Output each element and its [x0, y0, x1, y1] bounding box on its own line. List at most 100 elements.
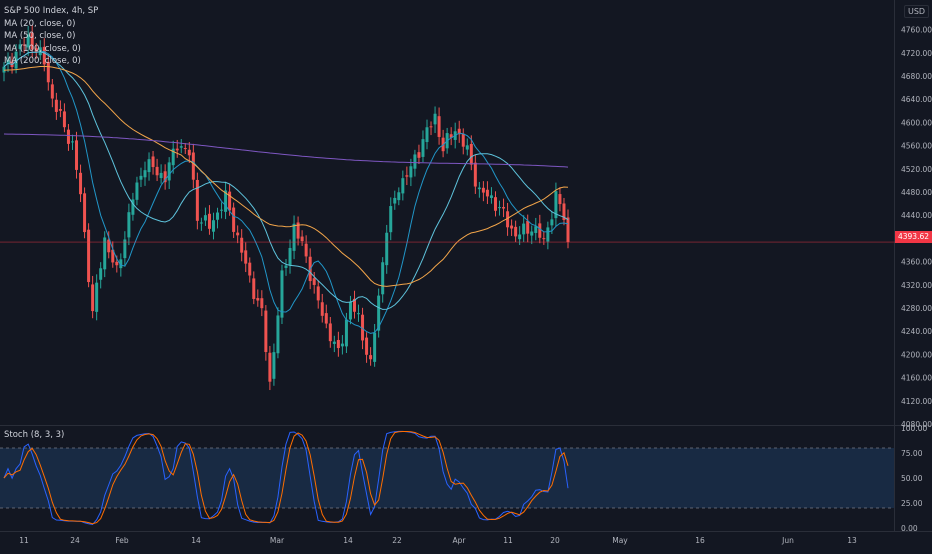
candle [232, 202, 236, 239]
candle-body [437, 116, 441, 137]
candle-body [300, 236, 304, 242]
candle [558, 187, 562, 212]
candle [425, 119, 429, 150]
time-tick-label: Feb [115, 536, 129, 545]
legend-ma200[interactable]: MA (200, close, 0) [4, 56, 81, 66]
candle [22, 37, 26, 53]
candle [461, 128, 465, 155]
candles [2, 24, 570, 391]
candle [256, 289, 260, 307]
candle-body [179, 146, 183, 148]
chart-title[interactable]: S&P 500 Index, 4h, SP [4, 6, 99, 16]
candle [167, 157, 171, 190]
candle [316, 280, 320, 309]
time-tick-label: Apr [453, 536, 467, 545]
candle-body [228, 191, 232, 211]
candle-body [514, 226, 518, 237]
candle [449, 127, 453, 146]
price-tick-label: 4440.00 [901, 211, 932, 220]
candle [328, 317, 332, 348]
candle-body [103, 237, 107, 270]
price-tick-label: 4160.00 [901, 374, 932, 383]
candle [220, 202, 224, 219]
candle-body [211, 220, 215, 232]
candle [502, 198, 506, 218]
candle [163, 164, 167, 190]
candle-body [352, 298, 356, 312]
candle [248, 257, 252, 283]
price-tick-label: 4480.00 [901, 188, 932, 197]
candle [66, 124, 70, 151]
candle-body [381, 262, 385, 295]
candle [304, 235, 308, 263]
candle-body [139, 175, 143, 180]
candle [284, 258, 288, 276]
candle-body [433, 113, 437, 125]
candle [397, 187, 401, 206]
legend-ma100[interactable]: MA (100, close, 0) [4, 43, 81, 54]
candle [288, 239, 292, 274]
candle-body [50, 84, 54, 99]
candle [393, 190, 397, 210]
candle-body [369, 355, 373, 360]
candle [147, 152, 151, 181]
candle-body [236, 232, 240, 236]
candle [179, 139, 183, 154]
ma100-line [3, 65, 569, 287]
candle [276, 307, 280, 359]
candle [530, 225, 534, 245]
candle [332, 335, 336, 353]
candle-body [83, 193, 87, 233]
candle-body [449, 134, 453, 138]
candle [14, 44, 18, 74]
candle-body [522, 223, 526, 235]
candle-body [123, 239, 127, 259]
ma50-line [3, 51, 569, 310]
candle-body [425, 127, 429, 143]
candle-body [34, 48, 38, 53]
candle-body [328, 323, 332, 342]
candle-body [248, 262, 252, 276]
candle-body [163, 171, 167, 183]
candle-body [18, 44, 22, 49]
candle-body [127, 212, 131, 238]
candle [252, 271, 256, 305]
candle-body [70, 141, 74, 143]
ma20-line [3, 51, 569, 334]
stoch-tick-label: 100.00 [901, 424, 927, 433]
stoch-title[interactable]: Stoch (8, 3, 3) [4, 430, 65, 440]
price-tick-label: 4080.00 [901, 420, 932, 429]
candle [199, 217, 203, 231]
candle [498, 200, 502, 216]
candle-body [224, 190, 228, 212]
legend-ma50[interactable]: MA (50, close, 0) [4, 31, 76, 41]
candle [437, 107, 441, 145]
legend-ma20[interactable]: MA (20, close, 0) [4, 18, 76, 29]
candle [300, 230, 304, 246]
candle [526, 214, 530, 243]
candle [421, 130, 425, 163]
candle [336, 331, 340, 357]
candle [46, 53, 50, 91]
candle [236, 225, 240, 244]
candle-body [147, 159, 151, 173]
current-price-tag: 4393.62 [895, 231, 932, 243]
candle-body [187, 149, 191, 156]
candle-body [373, 332, 377, 362]
candle [477, 181, 481, 198]
candle [340, 335, 344, 355]
candle-body [526, 220, 530, 234]
currency-label[interactable]: USD [904, 5, 930, 18]
candle-body [38, 47, 42, 56]
candle-body [272, 352, 276, 379]
candle [75, 131, 79, 179]
candle-body [421, 139, 425, 157]
candle [2, 62, 6, 82]
price-tick-label: 4120.00 [901, 397, 932, 406]
candle-body [256, 298, 260, 301]
candle-body [340, 343, 344, 347]
candle [87, 223, 91, 288]
candle [365, 332, 369, 363]
candle [348, 295, 352, 325]
